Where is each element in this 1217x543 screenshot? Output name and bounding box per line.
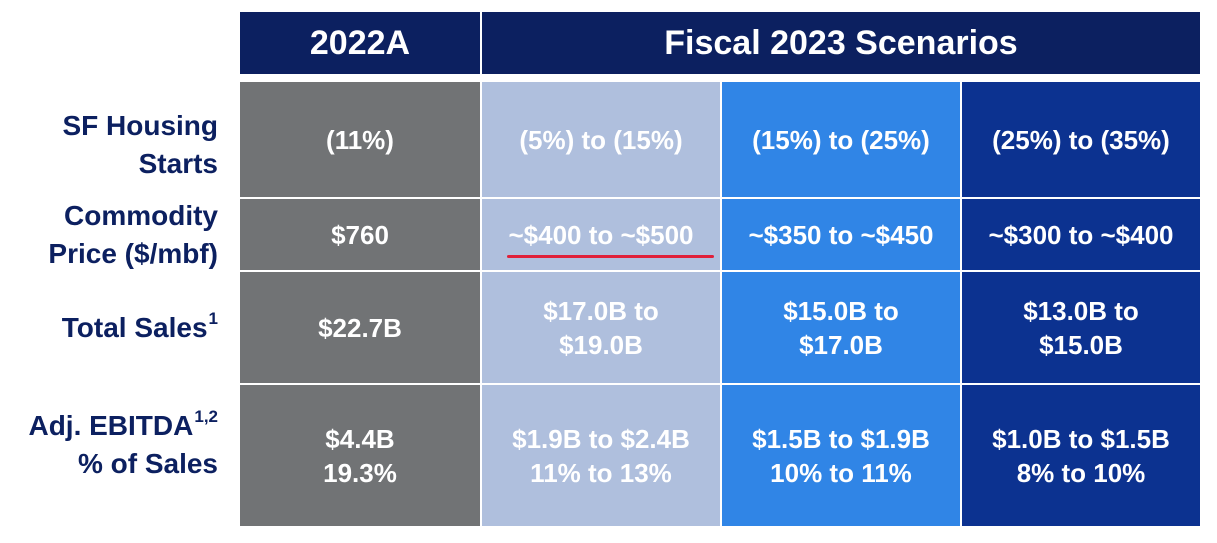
cell-text: $1.0B to $1.5B [992,423,1170,454]
cell-text: (5%) to (15%) [519,124,683,155]
cell-text: 11% to 13% [530,457,672,488]
header-2022a: 2022A [240,12,480,74]
row-label-line: Adj. EBITDA1,2 [28,407,218,445]
highlight-underline [507,255,714,258]
row-label-total-sales: Total Sales1 [0,272,218,383]
cell-text: 19.3% [323,457,397,488]
cell-sf-housing-low: (5%) to (15%) [482,82,720,197]
cell-sf-housing-high: (25%) to (35%) [962,82,1200,197]
column-scenario-low [482,82,720,526]
row-label-text: Total Sales [61,311,208,343]
row-divider [240,270,1200,272]
column-2022a [240,82,480,526]
cell-sf-housing-mid: (15%) to (25%) [722,82,960,197]
row-label-line: SF Housing [62,110,218,141]
cell-commodity-high: ~$300 to ~$400 [962,199,1200,270]
row-label-adj-ebitda: Adj. EBITDA1,2 % of Sales [0,400,218,490]
row-label-commodity-price: Commodity Price ($/mbf) [0,199,218,270]
row-label-line: Starts [138,148,218,179]
cell-ebitda-low: $1.9B to $2.4B 11% to 13% [482,385,720,526]
cell-text: ~$350 to ~$450 [748,219,934,250]
row-label-line: Total Sales1 [62,309,218,347]
cell-text: 8% to 10% [1016,457,1146,488]
header-2022a-text: 2022A [309,23,411,62]
row-label-line: Price ($/mbf) [48,237,218,269]
cell-text: $13.0B to [1023,295,1139,326]
cell-text: $17.0B to [543,295,659,326]
cell-text: $17.0B [799,329,883,360]
cell-text: $760 [331,219,389,250]
cell-text: $15.0B to [783,295,899,326]
cell-text: ~$300 to ~$400 [988,219,1174,250]
row-label-line: Commodity [64,199,218,231]
column-scenario-mid [722,82,960,526]
cell-total-sales-2022a: $22.7B [240,272,480,383]
row-divider [240,197,1200,199]
cell-ebitda-mid: $1.5B to $1.9B 10% to 11% [722,385,960,526]
cell-text: $4.4B [325,423,395,454]
row-divider [240,383,1200,385]
cell-total-sales-low: $17.0B to $19.0B [482,272,720,383]
cell-commodity-mid: ~$350 to ~$450 [722,199,960,270]
cell-sf-housing-2022a: (11%) [240,82,480,197]
cell-ebitda-2022a: $4.4B 19.3% [240,385,480,526]
cell-text: $19.0B [559,329,643,360]
header-scenarios-text: Fiscal 2023 Scenarios [664,23,1018,62]
cell-text: $22.7B [318,312,402,343]
cell-text: $1.5B to $1.9B [752,423,930,454]
row-label-sf-housing-starts: SF Housing Starts [0,100,218,190]
footnote-marker: 1 [208,308,218,328]
cell-total-sales-mid: $15.0B to $17.0B [722,272,960,383]
cell-total-sales-high: $13.0B to $15.0B [962,272,1200,383]
cell-ebitda-high: $1.0B to $1.5B 8% to 10% [962,385,1200,526]
cell-text: $15.0B [1039,329,1123,360]
cell-text: 10% to 11% [770,457,912,488]
cell-text: (15%) to (25%) [752,124,930,155]
cell-text: $1.9B to $2.4B [512,423,690,454]
row-label-text: Adj. EBITDA [28,410,194,441]
cell-text: (25%) to (35%) [992,124,1170,155]
header-fiscal-2023-scenarios: Fiscal 2023 Scenarios [482,12,1200,74]
cell-text: ~$400 to ~$500 [508,219,694,250]
footnote-marker: 1,2 [194,407,218,426]
cell-commodity-low: ~$400 to ~$500 [482,199,720,270]
cell-commodity-2022a: $760 [240,199,480,270]
row-label-line: % of Sales [77,448,218,479]
cell-text: (11%) [326,124,394,155]
column-scenario-high [962,82,1200,526]
